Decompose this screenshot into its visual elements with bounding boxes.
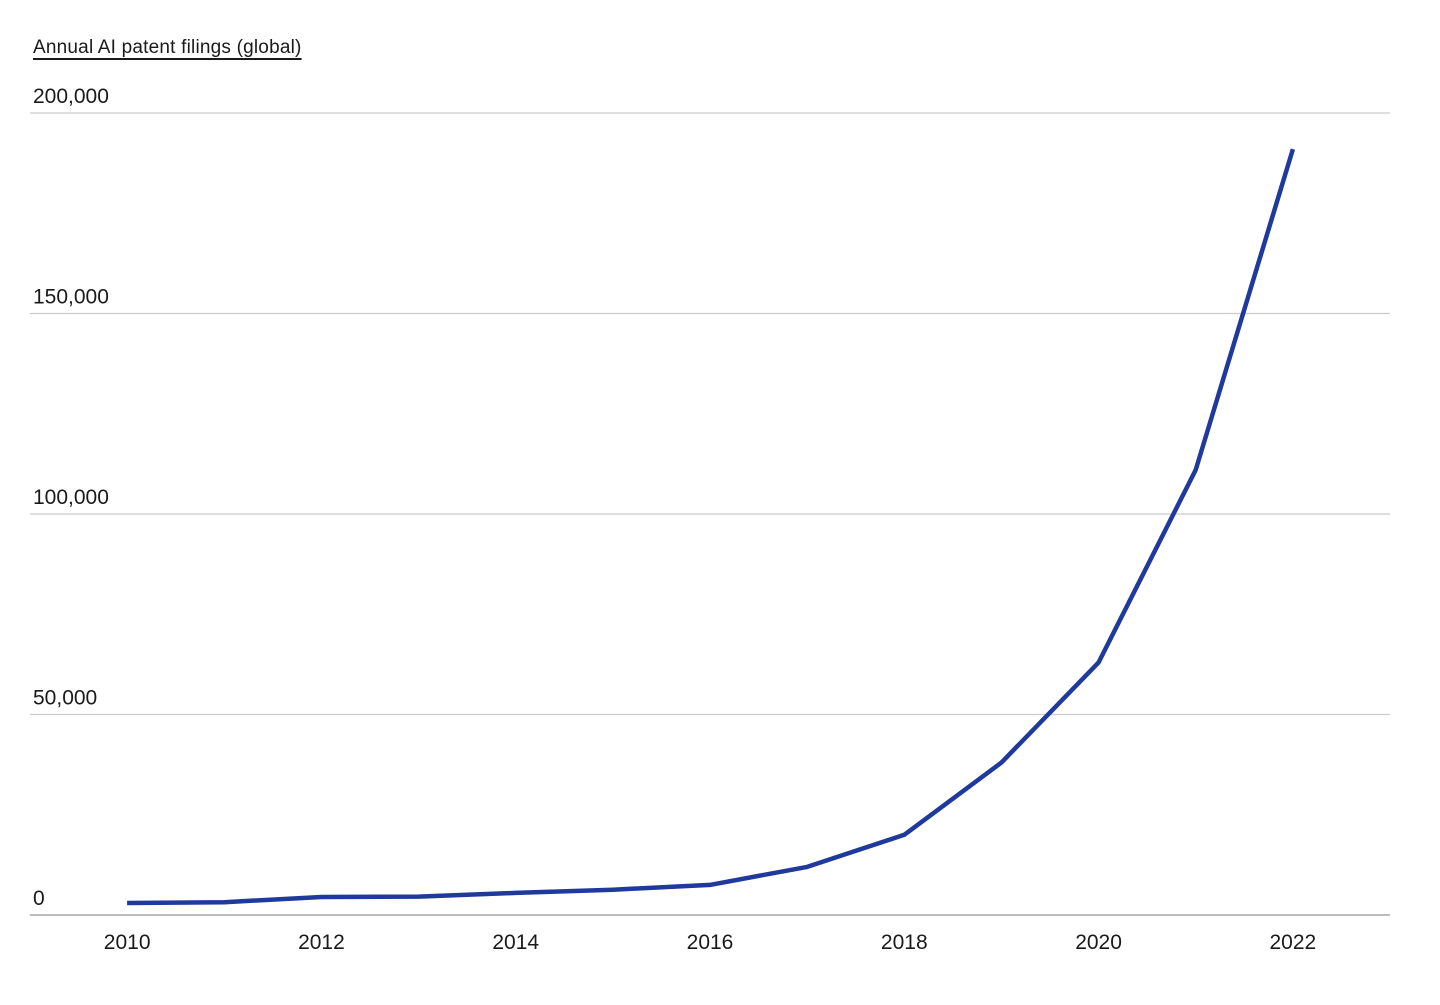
x-tick-label: 2018 [881,931,928,954]
chart-title: Annual AI patent filings (global) [33,37,302,58]
x-tick-label: 2020 [1075,931,1122,954]
series-line [127,148,1296,906]
y-tick-label: 100,000 [33,486,109,509]
x-tick-label: 2014 [492,931,539,954]
y-tick-label: 0 [33,887,45,910]
y-tick-label: 200,000 [33,85,109,108]
y-tick-label: 50,000 [33,687,97,710]
x-tick-label: 2012 [298,931,345,954]
x-tick-label: 2010 [104,931,151,954]
y-tick-label: 150,000 [33,286,109,309]
x-tick-label: 2022 [1269,931,1316,954]
x-tick-label: 2016 [687,931,734,954]
